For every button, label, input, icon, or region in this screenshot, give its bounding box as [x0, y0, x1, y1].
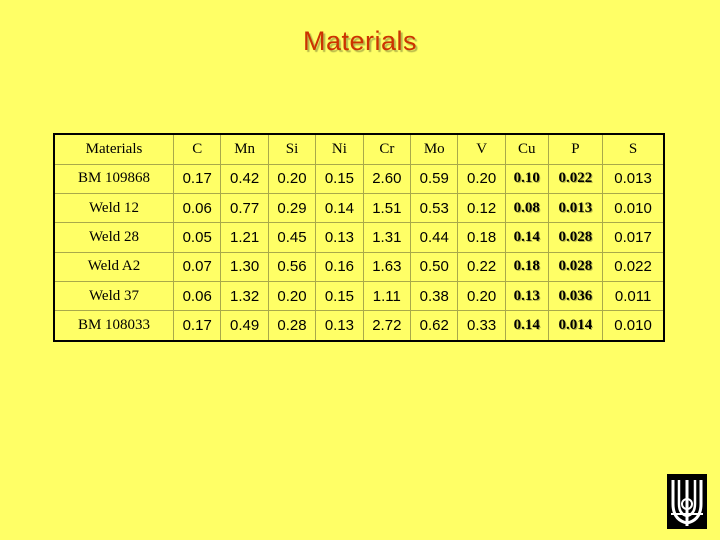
value-v: 0.20 — [457, 280, 506, 312]
column-header-v: V — [457, 133, 506, 165]
material-name: BM 109868 — [53, 163, 174, 194]
table-header-row: Materials C Mn Si Ni Cr Mo V Cu P S — [53, 133, 665, 165]
value-v: 0.18 — [457, 222, 506, 253]
value-c: 0.05 — [172, 222, 222, 253]
value-cr: 2.60 — [362, 163, 412, 194]
value-c: 0.06 — [172, 280, 222, 312]
value-si: 0.28 — [267, 310, 317, 342]
table-row: Weld 28 0.05 1.21 0.45 0.13 1.31 0.44 0.… — [53, 222, 665, 253]
column-header-ni: Ni — [315, 133, 364, 165]
value-ni: 0.15 — [315, 280, 364, 312]
value-mn: 1.21 — [220, 222, 269, 253]
value-v: 0.33 — [457, 310, 506, 342]
value-mn: 0.77 — [220, 192, 269, 224]
value-si: 0.45 — [267, 222, 317, 253]
column-header-si: Si — [267, 133, 317, 165]
logo-graphic — [667, 474, 707, 529]
value-mn: 0.42 — [220, 163, 269, 194]
value-p: 0.036 — [547, 280, 604, 312]
value-s: 0.010 — [602, 310, 665, 342]
value-c: 0.17 — [172, 310, 222, 342]
value-c: 0.17 — [172, 163, 222, 194]
material-name: Weld 37 — [53, 280, 174, 312]
value-cu: 0.14 — [504, 310, 549, 342]
value-cr: 1.31 — [362, 222, 412, 253]
value-mo: 0.59 — [410, 163, 459, 194]
value-cu: 0.10 — [504, 163, 549, 194]
value-si: 0.29 — [267, 192, 317, 224]
column-header-mn: Mn — [220, 133, 269, 165]
table-row: Weld 37 0.06 1.32 0.20 0.15 1.11 0.38 0.… — [53, 280, 665, 312]
column-header-materials: Materials — [53, 133, 174, 165]
value-s: 0.013 — [602, 163, 665, 194]
value-cr: 1.63 — [362, 251, 412, 282]
column-header-cu: Cu — [504, 133, 549, 165]
value-mo: 0.38 — [410, 280, 459, 312]
value-ni: 0.13 — [315, 222, 364, 253]
value-s: 0.011 — [602, 280, 665, 312]
value-v: 0.22 — [457, 251, 506, 282]
column-header-s: S — [602, 133, 665, 165]
value-mn: 1.32 — [220, 280, 269, 312]
value-si: 0.56 — [267, 251, 317, 282]
value-si: 0.20 — [267, 280, 317, 312]
value-v: 0.12 — [457, 192, 506, 224]
material-name: Weld A2 — [53, 251, 174, 282]
value-mn: 1.30 — [220, 251, 269, 282]
value-cu: 0.18 — [504, 251, 549, 282]
value-s: 0.010 — [602, 192, 665, 224]
value-p: 0.022 — [547, 163, 604, 194]
table-row: Weld 12 0.06 0.77 0.29 0.14 1.51 0.53 0.… — [53, 192, 665, 224]
value-mo: 0.62 — [410, 310, 459, 342]
value-p: 0.014 — [547, 310, 604, 342]
value-p: 0.013 — [547, 192, 604, 224]
value-cu: 0.13 — [504, 280, 549, 312]
material-name: Weld 12 — [53, 192, 174, 224]
value-cr: 1.51 — [362, 192, 412, 224]
column-header-c: C — [172, 133, 222, 165]
value-cr: 1.11 — [362, 280, 412, 312]
value-ni: 0.15 — [315, 163, 364, 194]
material-name: BM 108033 — [53, 310, 174, 342]
value-mo: 0.44 — [410, 222, 459, 253]
value-mn: 0.49 — [220, 310, 269, 342]
value-cu: 0.08 — [504, 192, 549, 224]
table-row: Weld A2 0.07 1.30 0.56 0.16 1.63 0.50 0.… — [53, 251, 665, 282]
value-ni: 0.14 — [315, 192, 364, 224]
organization-logo-icon — [667, 474, 707, 529]
value-mo: 0.50 — [410, 251, 459, 282]
value-p: 0.028 — [547, 251, 604, 282]
value-ni: 0.16 — [315, 251, 364, 282]
value-cr: 2.72 — [362, 310, 412, 342]
value-mo: 0.53 — [410, 192, 459, 224]
value-c: 0.07 — [172, 251, 222, 282]
value-cu: 0.14 — [504, 222, 549, 253]
value-v: 0.20 — [457, 163, 506, 194]
material-name: Weld 28 — [53, 222, 174, 253]
value-c: 0.06 — [172, 192, 222, 224]
table-row: BM 108033 0.17 0.49 0.28 0.13 2.72 0.62 … — [53, 310, 665, 342]
table-row: BM 109868 0.17 0.42 0.20 0.15 2.60 0.59 … — [53, 163, 665, 194]
page-title: Materials — [302, 26, 418, 56]
value-s: 0.022 — [602, 251, 665, 282]
value-ni: 0.13 — [315, 310, 364, 342]
materials-table: Materials C Mn Si Ni Cr Mo V Cu P S BM 1… — [53, 133, 665, 342]
column-header-cr: Cr — [362, 133, 412, 165]
column-header-p: P — [547, 133, 604, 165]
value-s: 0.017 — [602, 222, 665, 253]
value-p: 0.028 — [547, 222, 604, 253]
value-si: 0.20 — [267, 163, 317, 194]
column-header-mo: Mo — [410, 133, 459, 165]
